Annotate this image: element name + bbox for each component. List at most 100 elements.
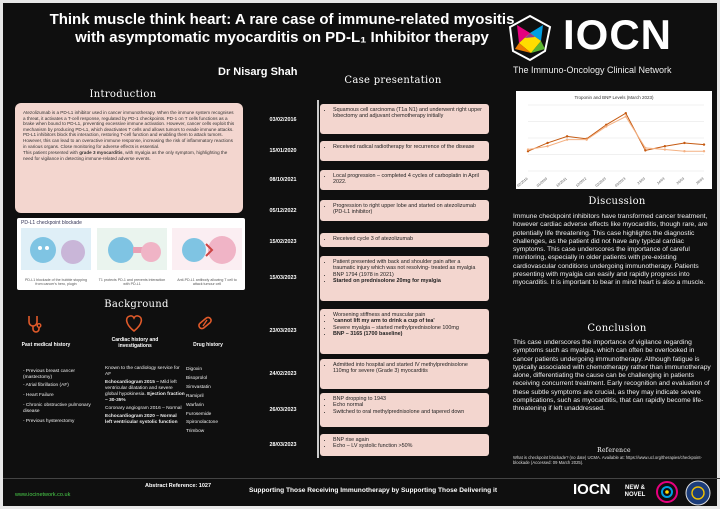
timeline-date: 23/03/2023 [269, 328, 297, 334]
pdl1-caption-1: PD-L1 blockade of the bubble stopping fr… [25, 278, 87, 286]
list-item: Echocardiogram 2020 – Normal left ventri… [105, 414, 178, 425]
line-chart: Troponin and BNP Levels (March 2023) 02/… [516, 95, 706, 188]
pmh-list: - Previous breast cancer (mastectomy) - … [23, 369, 95, 425]
abstract-reference: Abstract Reference: 1027 [144, 483, 212, 489]
case-heading: Case presentation [344, 75, 442, 86]
footer-slogan: Supporting Those Receiving Immunotherapy… [249, 487, 498, 494]
data-point [605, 125, 608, 128]
timeline-event: Received cycle 3 of atezolizumab [320, 233, 489, 247]
timeline-date: 24/02/2023 [269, 371, 297, 377]
pdl1-panel-1: PD-L1 blockade of the bubble stopping fr… [21, 228, 91, 286]
timeline-event: Admitted into hospital and started IV me… [320, 359, 489, 389]
timeline-date: 03/02/2016 [269, 117, 297, 123]
list-item: Trimbow [186, 429, 205, 435]
x-tick-label: 23/03 [637, 177, 646, 186]
timeline-date: 26/03/2023 [269, 407, 297, 413]
introduction-heading: Introduction [89, 89, 157, 100]
footer [3, 478, 720, 509]
data-point [565, 138, 569, 141]
list-item: Warfarin [186, 402, 204, 408]
background-heading: Background [104, 299, 169, 310]
pdl1-panel-3: Anti-PD-L1 antibody allowing T cell to a… [172, 228, 242, 286]
introduction-text-patient: This patient presented with grade 3 myoc… [23, 150, 228, 161]
pdl1-panel-2: T1 protects PD-1 and prevents interactio… [97, 228, 167, 286]
discussion-heading: Discussion [588, 196, 646, 207]
data-point [624, 115, 627, 118]
list-item: Echocardiogram 2015 – Mild left ventricu… [105, 380, 185, 403]
data-point [644, 146, 647, 150]
timeline-event: BNP rise again Echo – LV systolic functi… [320, 434, 489, 456]
timeline-event: BNP dropping to 1943 Echo normal Switche… [320, 393, 489, 427]
pmh-heading: Past medical history [21, 342, 71, 348]
list-item: Simvastatin [186, 384, 211, 390]
pill-icon [198, 316, 212, 330]
data-point [526, 150, 530, 153]
data-point [585, 138, 588, 141]
introduction-text: Atezolizumab is a PD-L1 inhibitor used i… [23, 110, 235, 149]
x-tick-label: 26/03 [676, 177, 685, 186]
conclusion-text: This case underscores the importance of … [513, 339, 711, 413]
author-name: Dr Nisarg Shah [218, 66, 298, 78]
data-point [605, 123, 608, 126]
pdl1-caption-2: T1 protects PD-1 and prevents interactio… [98, 278, 166, 286]
introduction-box: Atezolizumab is a PD-L1 inhibitor used i… [15, 103, 243, 213]
x-tick-label: 02/2016 [516, 177, 528, 188]
list-item: - Chronic obstructive pulmonary disease [23, 403, 91, 414]
pdl1-figure: PD-L1 checkpoint blockade PD-L1 blockade… [17, 218, 245, 290]
timeline-date: 15/02/2023 [269, 239, 297, 245]
chart-title: Troponin and BNP Levels (March 2023) [574, 95, 654, 100]
list-item: Bisoprolol [186, 375, 208, 381]
drug-list: Digoxin Bisoprolol Simvastatin Ramipril … [186, 366, 246, 437]
data-point [702, 143, 706, 146]
x-tick-label: 03/2023 [614, 177, 626, 188]
timeline-date: 05/12/2022 [269, 208, 297, 214]
iocn-logo: IOCN The Immuno-Oncology Clinical Networ… [501, 11, 713, 81]
cardiac-list: Known to the cardiology service for AF E… [105, 366, 185, 426]
list-item: Digoxin [186, 367, 202, 372]
list-item: Known to the cardiology service for AF [105, 366, 180, 377]
drug-heading: Drug history [193, 342, 223, 348]
timeline-event: Squamous cell carcinoma (T1a N1) and und… [320, 104, 489, 134]
timeline-date: 15/01/2020 [269, 148, 297, 154]
stethoscope-icon [28, 316, 42, 333]
x-tick-label: 24/03 [656, 177, 665, 186]
list-item: - Atrial fibrillation (AF) [23, 383, 69, 388]
x-tick-label: 12/2022 [575, 177, 587, 188]
data-point [546, 141, 549, 145]
cell-illustration-icon [97, 228, 167, 270]
data-point [683, 150, 686, 153]
footer-new-novel-logo: NEW & NOVEL [624, 485, 646, 498]
timeline-date: 28/03/2023 [269, 442, 297, 448]
series-line-bnp [527, 115, 704, 152]
x-tick-label: 02/2023 [595, 177, 607, 188]
list-item: - Previous hysterectomy [23, 419, 75, 424]
data-point [663, 145, 667, 148]
website-link[interactable]: www.iocinetwork.co.uk [15, 492, 71, 498]
timeline-date: 15/03/2023 [269, 275, 297, 281]
x-tick-label: 01/2020 [536, 177, 548, 188]
iocn-logo-word: IOCN [563, 11, 672, 58]
data-point [546, 145, 549, 148]
partner-badge-icon [685, 480, 711, 506]
timeline-event: Worsening stiffness and muscular pain 'c… [320, 309, 489, 354]
list-item: - Heart Failure [23, 393, 54, 398]
cell-illustration-icon [21, 228, 91, 270]
timeline-event: Received radical radiotherapy for recurr… [320, 141, 489, 161]
timeline-event: Progression to right upper lobe and star… [320, 200, 489, 221]
data-point [624, 112, 627, 115]
chart-grid [528, 104, 704, 172]
data-point [663, 148, 667, 151]
reference-heading: Reference [597, 447, 631, 454]
poster-title: Think muscle think heart: A rare case of… [49, 11, 515, 46]
list-item: - Previous breast cancer (mastectomy) [23, 369, 75, 380]
heart-icon [125, 315, 143, 333]
data-point [702, 150, 706, 153]
timeline-date: 08/10/2021 [269, 177, 297, 183]
footer-iocn-logo: IOCN [573, 481, 611, 498]
list-item: Spironolactone [186, 420, 219, 426]
iocn-logo-subtitle: The Immuno-Oncology Clinical Network [513, 65, 672, 75]
network-logo-icon [656, 481, 678, 503]
data-point [565, 135, 569, 138]
x-tick-label: 10/2021 [555, 177, 567, 188]
